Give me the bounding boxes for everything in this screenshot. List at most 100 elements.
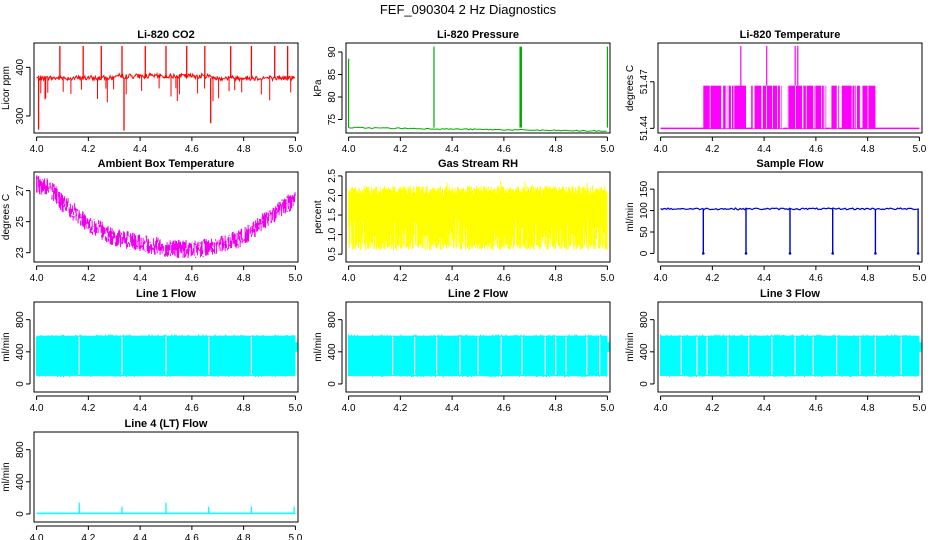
y-tick-label: 400 <box>639 343 650 360</box>
li820-co2-series <box>36 46 296 131</box>
x-tick-label: 4.4 <box>757 403 771 414</box>
temp-step-block-5 <box>841 85 860 129</box>
li820-co2-y-label: Licor ppm <box>1 66 12 110</box>
li820-temperature-frame <box>657 42 923 134</box>
line-4-lt-flow-frame <box>33 431 299 523</box>
y-tick-label: 400 <box>15 473 26 490</box>
panel-sample-flow: Sample Flow 4.0 4.2 4.4 4.6 4.8 5.0 0 50 100 150ml… <box>625 158 927 284</box>
line-2-flow-frame <box>345 301 611 393</box>
x-tick-label: 4.6 <box>809 144 823 155</box>
sample-flow-dip-point-3 <box>831 252 835 255</box>
panel-li820-co2: Li-820 CO2 4.0 4.2 4.4 4.6 4.8 5.0 300 400Licor … <box>1 29 303 155</box>
panel-line-4-lt-flow: Line 4 (LT) Flow 4.0 4.2 4.4 4.6 4.8 5.0 0 400 80… <box>1 418 303 540</box>
x-tick-label: 4.8 <box>237 273 251 284</box>
x-tick-label: 5.0 <box>912 144 926 155</box>
gas-stream-rh-series <box>348 180 608 251</box>
line-4-lt-flow-y-label: ml/min <box>1 462 12 491</box>
gas-stream-rh-frame <box>345 171 611 263</box>
x-tick-label: 4.2 <box>81 144 95 155</box>
x-tick-label: 4.0 <box>30 144 44 155</box>
li820-pressure-series <box>347 46 609 133</box>
x-tick-label: 4.4 <box>133 273 147 284</box>
y-tick-label: 51.47 <box>639 69 650 94</box>
panel-line-2-flow: Line 2 Flow 4.0 4.2 4.4 4.6 4.8 5.0 0 400 800ml/m… <box>313 288 615 414</box>
x-tick-label: 4.2 <box>705 144 719 155</box>
x-tick-label: 5.0 <box>288 144 302 155</box>
panel-ambient-box-temperature: Ambient Box Temperature 4.0 4.2 4.4 4.6 4.8 5.… <box>1 158 303 284</box>
y-tick-label: 0 <box>639 250 650 256</box>
temp-step-block-4 <box>831 85 840 129</box>
line-3-flow-frame <box>657 301 923 393</box>
x-tick-label: 4.0 <box>342 403 356 414</box>
x-tick-label: 4.8 <box>237 403 251 414</box>
x-tick-label: 4.4 <box>757 273 771 284</box>
x-tick-label: 5.0 <box>600 144 614 155</box>
y-tick-label: 25 <box>15 216 26 228</box>
x-tick-label: 4.6 <box>497 403 511 414</box>
x-tick-label: 4.0 <box>342 144 356 155</box>
x-tick-label: 5.0 <box>600 273 614 284</box>
x-tick-label: 4.2 <box>393 273 407 284</box>
gas-stream-rh-title: Gas Stream RH <box>438 158 518 170</box>
x-tick-label: 4.6 <box>185 144 199 155</box>
x-tick-label: 4.2 <box>81 273 95 284</box>
y-tick-label: 800 <box>639 311 650 328</box>
x-tick-label: 4.2 <box>393 144 407 155</box>
sample-flow-dip-point-4 <box>874 252 877 255</box>
y-tick-label: 23 <box>15 247 26 259</box>
temp-step-block-6 <box>862 85 876 129</box>
line-2-flow-title: Line 2 Flow <box>448 288 508 300</box>
y-tick-label: 1.5 <box>327 208 338 222</box>
figure-title: FEF_090304 2 Hz Diagnostics <box>380 2 557 17</box>
x-tick-label: 4.4 <box>445 403 459 414</box>
x-tick-label: 4.0 <box>342 273 356 284</box>
x-tick-label: 4.2 <box>81 533 95 540</box>
y-tick-label: 0 <box>639 381 650 387</box>
gas-stream-rh-y-label: percent <box>313 200 324 234</box>
x-tick-label: 5.0 <box>288 403 302 414</box>
y-tick-label: 800 <box>15 311 26 328</box>
li820-co2-frame <box>33 42 299 134</box>
x-tick-label: 4.6 <box>185 403 199 414</box>
x-tick-label: 4.8 <box>861 144 875 155</box>
y-tick-label: 90 <box>327 46 338 58</box>
panel-li820-pressure: Li-820 Pressure 4.0 4.2 4.4 4.6 4.8 5.0 75 80 85 9… <box>313 29 615 155</box>
x-tick-label: 4.2 <box>705 273 719 284</box>
x-tick-label: 4.8 <box>237 144 251 155</box>
y-tick-label: 51.44 <box>639 115 650 140</box>
li820-temperature-y-label: degrees C <box>625 65 636 111</box>
pressure-line <box>348 126 607 133</box>
sample-flow-dip-point-2 <box>788 252 792 255</box>
line-2-flow-y-label: ml/min <box>313 332 324 361</box>
ambient-box-temperature-title: Ambient Box Temperature <box>98 158 235 170</box>
x-tick-label: 5.0 <box>912 403 926 414</box>
x-tick-label: 4.6 <box>809 403 823 414</box>
li820-pressure-title: Li-820 Pressure <box>437 29 519 41</box>
x-tick-label: 5.0 <box>288 533 302 540</box>
y-tick-label: 300 <box>15 107 26 124</box>
y-tick-label: 2.0 <box>327 188 338 202</box>
panel-li820-temperature: Li-820 Temperature 4.0 4.2 4.4 4.6 4.8 5.0 51.4… <box>625 29 927 155</box>
y-tick-label: 400 <box>15 59 26 76</box>
y-tick-label: 80 <box>327 91 338 103</box>
x-tick-label: 4.8 <box>549 273 563 284</box>
ambient-temp-band <box>36 175 296 259</box>
x-tick-label: 5.0 <box>288 273 302 284</box>
x-tick-label: 5.0 <box>912 273 926 284</box>
ambient-box-temperature-series <box>36 175 296 259</box>
y-tick-label: 400 <box>15 343 26 360</box>
x-tick-label: 4.0 <box>30 273 44 284</box>
temp-step-block-0 <box>703 85 722 129</box>
line-1-flow-frame <box>33 301 299 393</box>
sample-flow-dip-point-1 <box>744 252 748 255</box>
y-tick-label: 75 <box>327 114 338 126</box>
x-tick-label: 4.4 <box>445 144 459 155</box>
x-tick-label: 4.6 <box>497 273 511 284</box>
y-tick-label: 800 <box>327 311 338 328</box>
line-2-flow-series <box>347 334 610 378</box>
x-tick-label: 4.8 <box>237 533 251 540</box>
x-tick-label: 4.6 <box>497 144 511 155</box>
y-tick-label: 150 <box>639 180 650 197</box>
y-tick-label: 0 <box>327 381 338 387</box>
